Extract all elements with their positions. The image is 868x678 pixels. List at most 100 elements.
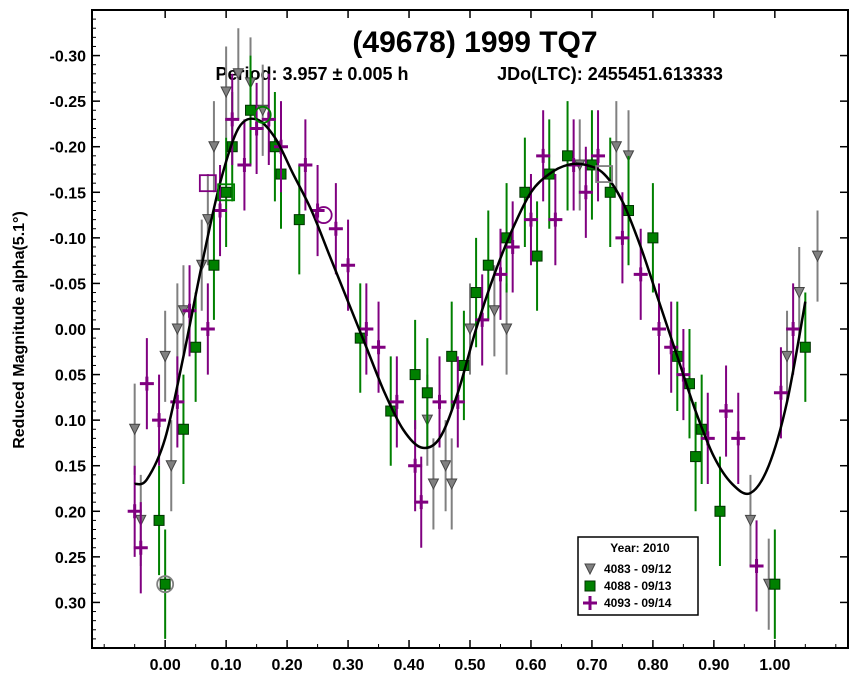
data-point: [523, 212, 538, 227]
x-tick-label: 0.50: [454, 657, 485, 674]
data-point: [237, 157, 252, 172]
data-point: [139, 376, 154, 391]
data-point: [548, 212, 563, 227]
y-axis-label: Reduced Magnitude alpha(5.1°): [11, 211, 28, 449]
fit-curve-layer: [134, 117, 807, 496]
legend-box: [577, 536, 699, 616]
x-tick-label: 0.60: [515, 657, 546, 674]
data-point: [225, 112, 240, 127]
x-tick-label: 0.20: [272, 657, 303, 674]
x-tick-label: 0.40: [393, 657, 424, 674]
highlight-circle: [156, 575, 175, 594]
data-point: [128, 423, 141, 436]
data-point: [371, 340, 386, 355]
chart-title: (49678) 1999 TQ7: [352, 26, 597, 59]
highlight-circle: [314, 206, 333, 224]
series-1: [153, 55, 811, 639]
x-tick-label: 0.90: [698, 657, 729, 674]
data-point: [127, 504, 142, 519]
highlight-square: [595, 165, 614, 183]
data-point: [610, 141, 623, 153]
chart-subtitle-period: Period: 3.957 ± 0.005 h: [216, 64, 409, 84]
y-tick-label: 0.05: [55, 368, 86, 385]
y-tick-label: 0.15: [55, 459, 86, 476]
data-point: [749, 558, 764, 573]
x-axis: 0.00 0.10 0.20 0.30 0.40 0.50 0.60 0.70 0.80 0.90…: [103, 10, 837, 674]
y-axis: -0.30 -0.25 -0.20 -0.15 -0.10 -0.05 0.00 0.05 0.…: [50, 9, 848, 649]
data-point: [536, 148, 551, 163]
data-point: [408, 458, 423, 473]
data-point: [475, 312, 490, 327]
data-point: [769, 578, 781, 590]
data-point: [719, 404, 734, 419]
data-point: [781, 350, 793, 363]
data-point: [531, 250, 543, 262]
data-point: [446, 350, 458, 362]
y-tick-label: 0.00: [55, 322, 86, 339]
y-tick-label: 0.30: [55, 595, 86, 612]
data-point: [578, 185, 593, 200]
legend-label: 4093 - 09/14: [604, 596, 672, 610]
x-tick-label: 1.00: [759, 657, 790, 674]
data-point: [664, 340, 679, 355]
x-tick-label: 0.70: [576, 657, 607, 674]
x-tick-label: 0.80: [637, 657, 668, 674]
series-0: [128, 28, 824, 630]
highlight-circle: [253, 105, 272, 124]
legend-marker: [584, 563, 596, 576]
y-tick-label: -0.10: [50, 231, 87, 248]
data-point: [604, 186, 616, 198]
data-point: [298, 157, 313, 172]
data-point: [811, 250, 824, 263]
legend-label: 4083 - 09/12: [604, 562, 672, 576]
data-point: [341, 258, 356, 273]
data-point: [786, 322, 801, 336]
data-point: [208, 141, 220, 153]
data-point: [220, 86, 232, 99]
data-point: [445, 478, 458, 491]
y-tick-label: -0.25: [50, 94, 87, 111]
data-point: [482, 259, 494, 271]
x-tick-label: 0.10: [211, 657, 242, 674]
y-tick-label: 0.10: [55, 413, 86, 430]
legend-title: Year: 2010: [610, 541, 670, 555]
data-point: [464, 323, 476, 336]
y-tick-label: -0.20: [50, 140, 87, 157]
data-point: [450, 394, 465, 409]
data-point: [488, 305, 501, 317]
data-point: [793, 287, 806, 299]
data-point: [414, 495, 429, 510]
data-point: [232, 68, 245, 80]
data-point: [389, 394, 404, 409]
data-point: [165, 460, 178, 472]
highlight-square: [198, 174, 217, 193]
data-point: [182, 303, 197, 318]
chart-subtitle-jdo: JDo(LTC): 2455451.613333: [497, 64, 723, 84]
data-point: [633, 267, 648, 282]
data-point: [439, 460, 452, 472]
y-tick-label: -0.30: [50, 49, 87, 66]
data-point: [190, 341, 202, 353]
data-point: [773, 385, 788, 400]
data-point: [213, 203, 228, 218]
data-point: [159, 578, 171, 590]
data-point: [690, 451, 702, 463]
y-tick-label: 0.20: [55, 504, 86, 521]
x-tick-label: 0.00: [150, 657, 181, 674]
legend: Year: 2010 4083 - 09/12 4088 - 09/13 4093 …: [577, 536, 699, 616]
data-point: [493, 267, 508, 282]
highlight-square: [217, 183, 236, 202]
data-point: [615, 230, 630, 245]
data-point: [220, 186, 232, 198]
y-tick-label: 0.25: [55, 550, 86, 567]
data-point: [159, 350, 171, 363]
fit-curve: [134, 117, 807, 496]
data-point: [133, 540, 148, 555]
data-point: [427, 478, 440, 491]
legend-label: 4088 - 09/13: [604, 579, 672, 593]
data-point: [421, 387, 433, 399]
data-point: [591, 148, 606, 163]
data-point: [731, 431, 746, 446]
data-point: [714, 505, 726, 517]
highlight-layer: [156, 105, 614, 594]
